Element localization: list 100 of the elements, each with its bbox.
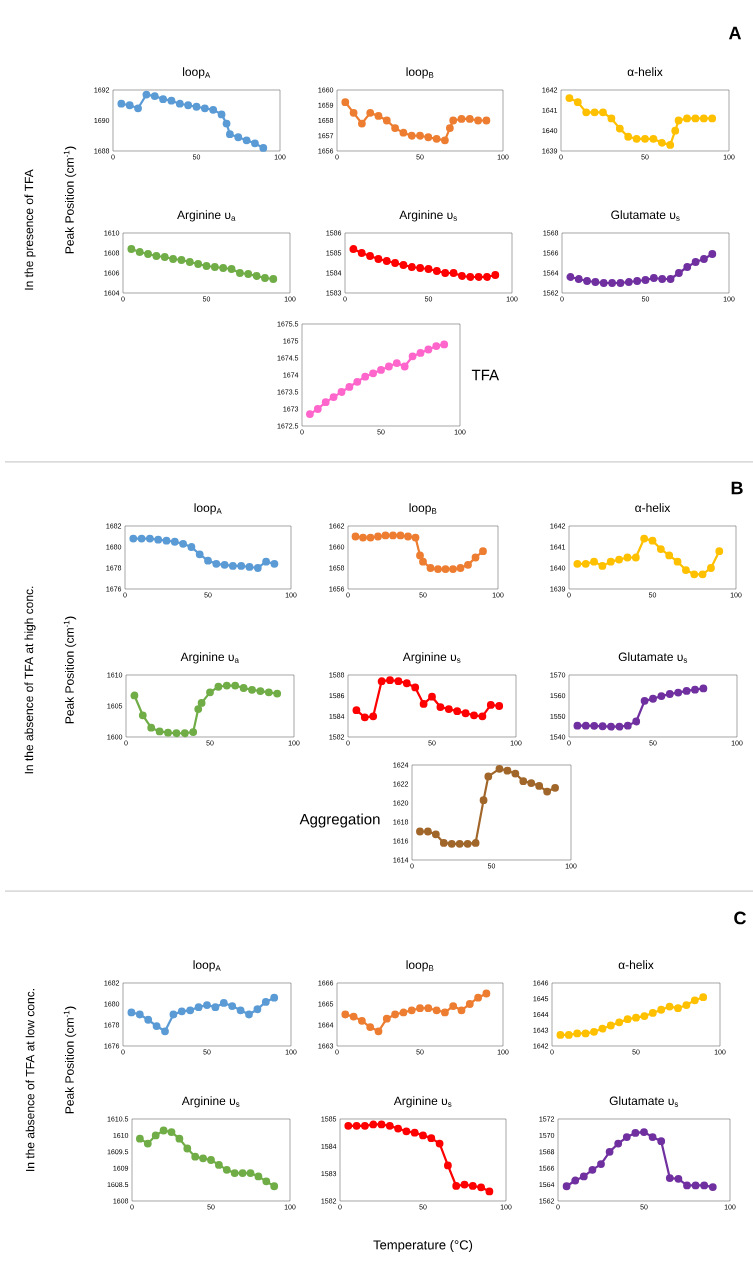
point	[579, 1172, 588, 1181]
point	[598, 722, 607, 731]
point	[366, 533, 375, 542]
point	[649, 694, 657, 703]
point	[426, 564, 435, 572]
point	[400, 362, 409, 371]
point	[457, 115, 466, 123]
point	[154, 535, 163, 544]
point	[616, 279, 625, 287]
point	[245, 563, 254, 571]
point	[167, 96, 176, 105]
point	[345, 382, 354, 391]
point	[341, 1010, 350, 1019]
point	[270, 993, 279, 1002]
point	[449, 116, 458, 125]
point	[424, 827, 432, 836]
point	[177, 256, 186, 264]
point	[606, 557, 615, 566]
point	[441, 565, 450, 573]
point	[238, 1169, 247, 1178]
point	[341, 98, 350, 107]
point	[180, 729, 189, 738]
point	[329, 393, 338, 401]
text: In the absence of TFA at low conc.	[25, 989, 35, 1171]
point	[361, 1121, 369, 1130]
point	[682, 566, 690, 574]
point	[465, 1000, 474, 1008]
point	[151, 1131, 160, 1140]
point	[573, 98, 582, 107]
point	[313, 405, 322, 413]
point	[360, 713, 369, 722]
point	[656, 545, 665, 553]
point	[708, 114, 717, 123]
point	[631, 1129, 640, 1137]
point	[431, 830, 440, 839]
point	[117, 99, 126, 108]
point	[624, 278, 633, 286]
point	[186, 1006, 195, 1015]
point	[482, 116, 491, 125]
point	[125, 101, 134, 110]
point	[622, 1133, 631, 1141]
point	[485, 1187, 494, 1196]
point	[374, 1027, 383, 1036]
chart-title: Arginine υ$_{s}$	[393, 1096, 452, 1108]
point	[683, 114, 691, 123]
point	[441, 269, 450, 277]
point	[352, 1121, 361, 1130]
point	[230, 1169, 239, 1178]
point	[189, 728, 198, 736]
point	[351, 532, 360, 541]
point	[456, 564, 465, 572]
point	[392, 359, 401, 367]
y-axis-title: Peak Position (cm$^{-1}$)	[63, 1006, 77, 1114]
point	[479, 796, 488, 805]
point	[590, 557, 598, 566]
point	[607, 722, 615, 731]
point	[253, 1005, 262, 1014]
y-axis-title: Peak Position (cm$^{-1}$)	[63, 616, 77, 724]
point	[199, 1154, 207, 1163]
point	[410, 1128, 419, 1137]
point	[436, 703, 445, 711]
point	[179, 539, 187, 548]
point	[127, 245, 136, 253]
point	[210, 263, 219, 271]
point	[408, 352, 417, 361]
point	[366, 1023, 375, 1031]
point	[471, 553, 480, 562]
y-axis-title: Peak Position (cm$^{-1}$)	[63, 146, 77, 254]
point	[407, 263, 416, 271]
point	[707, 564, 715, 572]
point	[366, 252, 374, 260]
point	[270, 1182, 279, 1191]
point	[690, 996, 699, 1005]
point	[382, 1014, 391, 1023]
point	[478, 712, 487, 721]
point	[377, 677, 386, 686]
point	[419, 557, 427, 566]
point	[374, 532, 382, 541]
point	[599, 279, 608, 287]
point	[615, 1018, 624, 1027]
point	[453, 707, 462, 716]
point	[444, 1161, 452, 1170]
point	[394, 1124, 402, 1133]
point	[226, 130, 234, 139]
point	[468, 1182, 477, 1190]
point	[236, 1006, 245, 1015]
point	[219, 999, 228, 1007]
point	[495, 702, 504, 710]
point	[452, 1182, 461, 1190]
point	[623, 721, 632, 730]
point	[631, 553, 640, 562]
point	[648, 536, 657, 545]
point	[640, 534, 649, 543]
point	[160, 253, 169, 261]
point	[649, 274, 658, 282]
point	[169, 1010, 178, 1019]
point	[666, 275, 675, 283]
point	[461, 709, 470, 718]
text: Aggregation	[299, 813, 380, 828]
point	[377, 1120, 386, 1129]
